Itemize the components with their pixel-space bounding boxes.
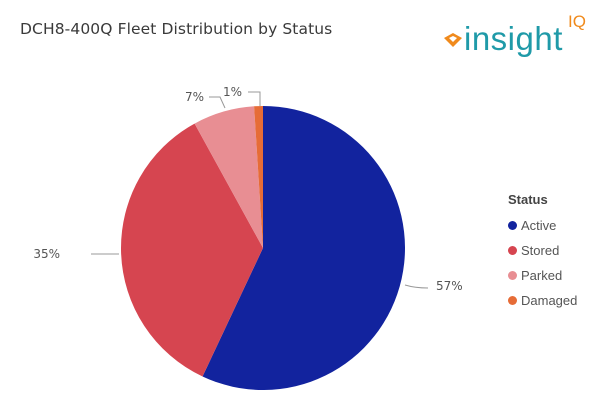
legend-dot-icon [508, 221, 517, 230]
insightiq-logo: insight IQ [444, 12, 594, 58]
pie-slice-parked[interactable] [194, 106, 263, 248]
legend-item-stored[interactable]: Stored [508, 238, 577, 263]
data-label-parked: 7% [185, 90, 204, 104]
logo-text: insight [464, 20, 563, 57]
legend-title: Status [508, 192, 548, 207]
pie-slice-stored[interactable] [121, 123, 263, 377]
leader-line [209, 96, 226, 109]
logo-diamond-icon [444, 33, 462, 47]
data-label-damaged: 1% [223, 85, 242, 99]
legend-label: Damaged [521, 293, 578, 308]
legend-item-parked[interactable]: Parked [508, 263, 577, 288]
legend-label: Stored [521, 243, 560, 258]
leader-line [248, 91, 261, 106]
legend-label: Active [521, 218, 557, 233]
legend-dot-icon [508, 296, 517, 305]
pie-slice-damaged[interactable] [254, 106, 263, 248]
logo-iq: IQ [568, 12, 586, 31]
chart-title: DCH8-400Q Fleet Distribution by Status [20, 20, 333, 38]
pie-slice-active[interactable] [202, 106, 405, 390]
leader-line [404, 284, 429, 289]
data-label-stored: 35% [33, 247, 60, 261]
legend-item-damaged[interactable]: Damaged [508, 288, 577, 313]
legend-dot-icon [508, 246, 517, 255]
legend-item-active[interactable]: Active [508, 213, 577, 238]
legend-dot-icon [508, 271, 517, 280]
data-label-active: 57% [436, 279, 463, 293]
legend: Status Active Stored Parked Damaged [508, 192, 577, 313]
legend-label: Parked [521, 268, 563, 283]
